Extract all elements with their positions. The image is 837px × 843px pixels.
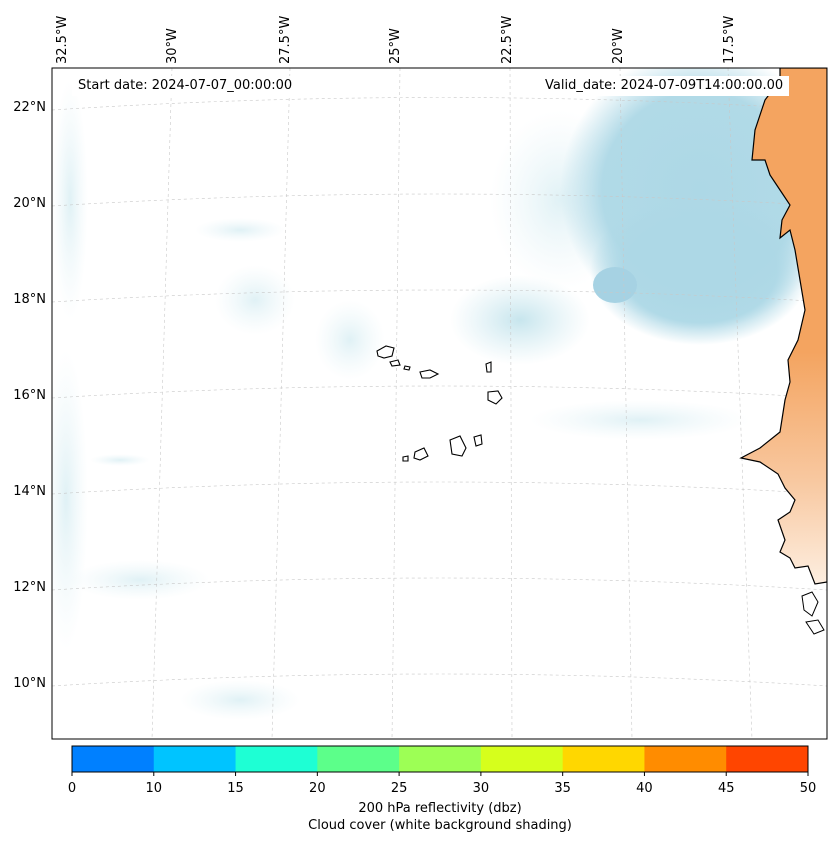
colorbar-segment [153, 746, 237, 772]
colorbar-sublabel: Cloud cover (white background shading) [308, 818, 572, 833]
lat-label: 18°N [13, 292, 46, 307]
lon-label: 17.5°W [722, 16, 737, 64]
colorbar-tick-label: 20 [309, 781, 326, 796]
colorbar-segment [726, 746, 809, 772]
cape-verde-islands [376, 345, 503, 462]
colorbar [71, 746, 809, 776]
graticule [52, 68, 827, 739]
lat-label: 16°N [13, 388, 46, 403]
colorbar-tick-label: 35 [554, 781, 571, 796]
colorbar-segment [317, 746, 400, 772]
lon-label: 30°W [165, 28, 180, 64]
colorbar-tick-label: 50 [799, 781, 817, 796]
lat-label: 22°N [13, 100, 46, 115]
colorbar-tick-label: 25 [390, 781, 408, 796]
colorbar-tick-label: 40 [636, 781, 653, 796]
colorbar-segment [480, 746, 564, 772]
lon-label: 32.5°W [55, 16, 70, 64]
colorbar-tick-label: 45 [717, 781, 735, 796]
cloud-cover-shading [52, 68, 827, 720]
start-date-label: Start date: 2024-07-07_00:00:00 [72, 76, 299, 96]
colorbar-label: 200 hPa reflectivity (dbz) [358, 801, 522, 816]
lat-label: 10°N [13, 676, 46, 691]
lat-label: 12°N [13, 580, 46, 595]
colorbar-segment [235, 746, 318, 772]
colorbar-tick-label: 10 [145, 781, 163, 796]
lon-label: 20°W [611, 28, 626, 64]
lon-label: 25°W [388, 28, 403, 64]
lat-label: 20°N [13, 196, 46, 211]
colorbar-segment [644, 746, 727, 772]
colorbar-tick-label: 15 [227, 781, 244, 796]
lon-label: 27.5°W [278, 16, 293, 64]
africa-coast [739, 68, 827, 585]
colorbar-segment [562, 746, 645, 772]
colorbar-segment [399, 746, 482, 772]
colorbar-tick-label: 0 [67, 781, 77, 796]
valid-date-label: Valid_date: 2024-07-09T14:00:00.00 [539, 76, 790, 96]
lon-label: 22.5°W [500, 16, 515, 64]
colorbar-border [71, 745, 809, 773]
colorbar-tick-label: 30 [472, 781, 490, 796]
lat-label: 14°N [13, 484, 46, 499]
longitude-labels: 32.5°W 30°W 27.5°W 25°W 22.5°W 20°W 17.5… [55, 16, 737, 64]
latitude-labels: 22°N 20°N 18°N 16°N 14°N 12°N 10°N [13, 100, 46, 691]
map-border [51, 67, 828, 740]
colorbar-segment [72, 746, 155, 772]
